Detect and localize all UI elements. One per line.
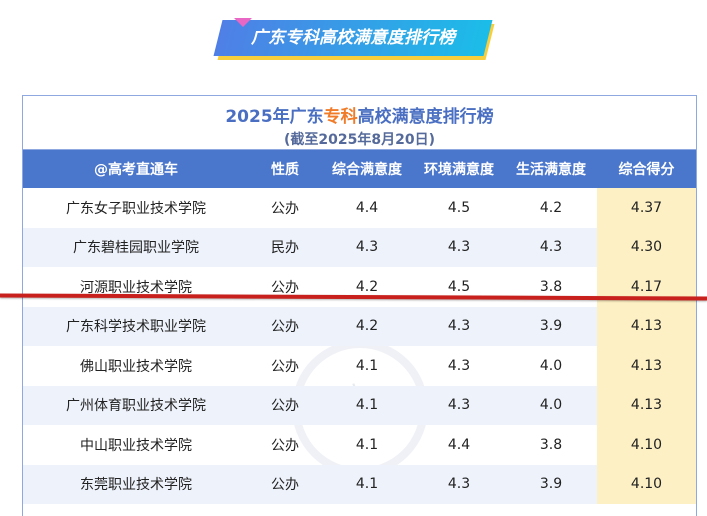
table-cell: 佛山职业技术学院 <box>80 358 192 375</box>
table-cell: 4.3 <box>447 397 471 414</box>
table-cell: 4.3 <box>447 239 471 256</box>
table-cell: 河源职业技术学院 <box>80 279 192 296</box>
table-cell: 4.1 <box>355 357 379 374</box>
column-header: 生活满意度 <box>516 162 586 178</box>
table-cell: 公办 <box>271 477 299 494</box>
table-cell: 广东碧桂园职业学院 <box>73 240 199 257</box>
table-cell: 4.2 <box>539 199 563 216</box>
banner: 广东专科高校满意度排行榜 <box>213 18 495 60</box>
table-cell: 4.1 <box>355 436 379 453</box>
table-cell: 4.4 <box>355 199 379 216</box>
table-title: 2025年广东专科高校满意度排行榜 <box>225 107 494 127</box>
table-cell: 4.13 <box>597 306 696 346</box>
table-row: 广东女子职业技术学院 公办 4.4 4.5 4.2 4.37 <box>23 188 696 228</box>
table-title-area: 2025年广东专科高校满意度排行榜 (截至2025年8月20日) <box>23 96 696 150</box>
table-cell: 4.30 <box>597 227 696 267</box>
table-cell: 广东科学技术职业学院 <box>66 319 206 336</box>
table-row: 河源职业技术学院 公办 4.2 4.5 3.8 4.17 <box>23 267 696 307</box>
table-cell: 4.2 <box>355 278 379 295</box>
column-header: 综合满意度 <box>332 162 402 178</box>
table-header: @高考直通车 性质 综合满意度 环境满意度 生活满意度 综合得分 <box>23 150 696 188</box>
table-cell: 4.0 <box>539 357 563 374</box>
table-cell: 4.13 <box>597 346 696 386</box>
table-cell: 4.10 <box>597 425 696 465</box>
table-cell: 4.37 <box>597 188 696 228</box>
banner-title: 广东专科高校满意度排行榜 <box>251 28 455 48</box>
table-cell: 4.5 <box>447 278 471 295</box>
table-cell: 4.2 <box>355 318 379 335</box>
table-subtitle: (截至2025年8月20日) <box>284 132 435 148</box>
triangle-marker-icon <box>234 18 252 27</box>
table-cell: 民办 <box>271 240 299 257</box>
table-cell: 4.1 <box>355 476 379 493</box>
table-cell: 4.5 <box>447 199 471 216</box>
table-cell: 4.1 <box>355 397 379 414</box>
table-cell: 公办 <box>271 279 299 296</box>
table-cell: 4.4 <box>447 436 471 453</box>
table-row: 广东科学技术职业学院 公办 4.2 4.3 3.9 4.13 <box>23 306 696 346</box>
table-cell: 3.9 <box>539 318 563 335</box>
table-cell: 4.0 <box>539 397 563 414</box>
table-cell: 3.8 <box>539 436 563 453</box>
table-cell: 公办 <box>271 398 299 415</box>
table-cell: 广州体育职业技术学院 <box>66 398 206 415</box>
column-header: 综合得分 <box>618 162 675 178</box>
table-cell: 3.9 <box>539 476 563 493</box>
table-row: 东莞职业技术学院 公办 4.1 4.3 3.9 4.10 <box>23 464 696 504</box>
table-row: 中山职业技术学院 公办 4.1 4.4 3.8 4.10 <box>23 425 696 465</box>
table-row: 广东碧桂园职业学院 民办 4.3 4.3 4.3 4.30 <box>23 227 696 267</box>
table-cell: 4.10 <box>597 464 696 504</box>
column-header: 环境满意度 <box>424 162 494 178</box>
table-cell: 4.3 <box>447 476 471 493</box>
table-row: 佛山职业技术学院 公办 4.1 4.3 4.0 4.13 <box>23 346 696 386</box>
table-cell: 4.3 <box>447 318 471 335</box>
table-cell: 4.3 <box>355 239 379 256</box>
column-header: 性质 <box>271 162 299 178</box>
table-cell: 4.17 <box>597 267 696 307</box>
ranking-table: 2025年广东专科高校满意度排行榜 (截至2025年8月20日) @高考直通车 性… <box>22 95 697 516</box>
table-cell: 4.3 <box>447 357 471 374</box>
column-header: @高考直通车 <box>94 162 178 178</box>
table-cell: 4.3 <box>539 239 563 256</box>
table-cell: 公办 <box>271 319 299 336</box>
table-cell: 3.8 <box>539 278 563 295</box>
table-cell: 4.13 <box>597 385 696 425</box>
table-cell: 公办 <box>271 200 299 217</box>
table-cell: 公办 <box>271 358 299 375</box>
table-cell: 东莞职业技术学院 <box>80 477 192 494</box>
table-cell: 公办 <box>271 437 299 454</box>
table-cell: 广东女子职业技术学院 <box>66 200 206 217</box>
table-cell: 中山职业技术学院 <box>80 437 192 454</box>
table-row: 广州体育职业技术学院 公办 4.1 4.3 4.0 4.13 <box>23 385 696 425</box>
